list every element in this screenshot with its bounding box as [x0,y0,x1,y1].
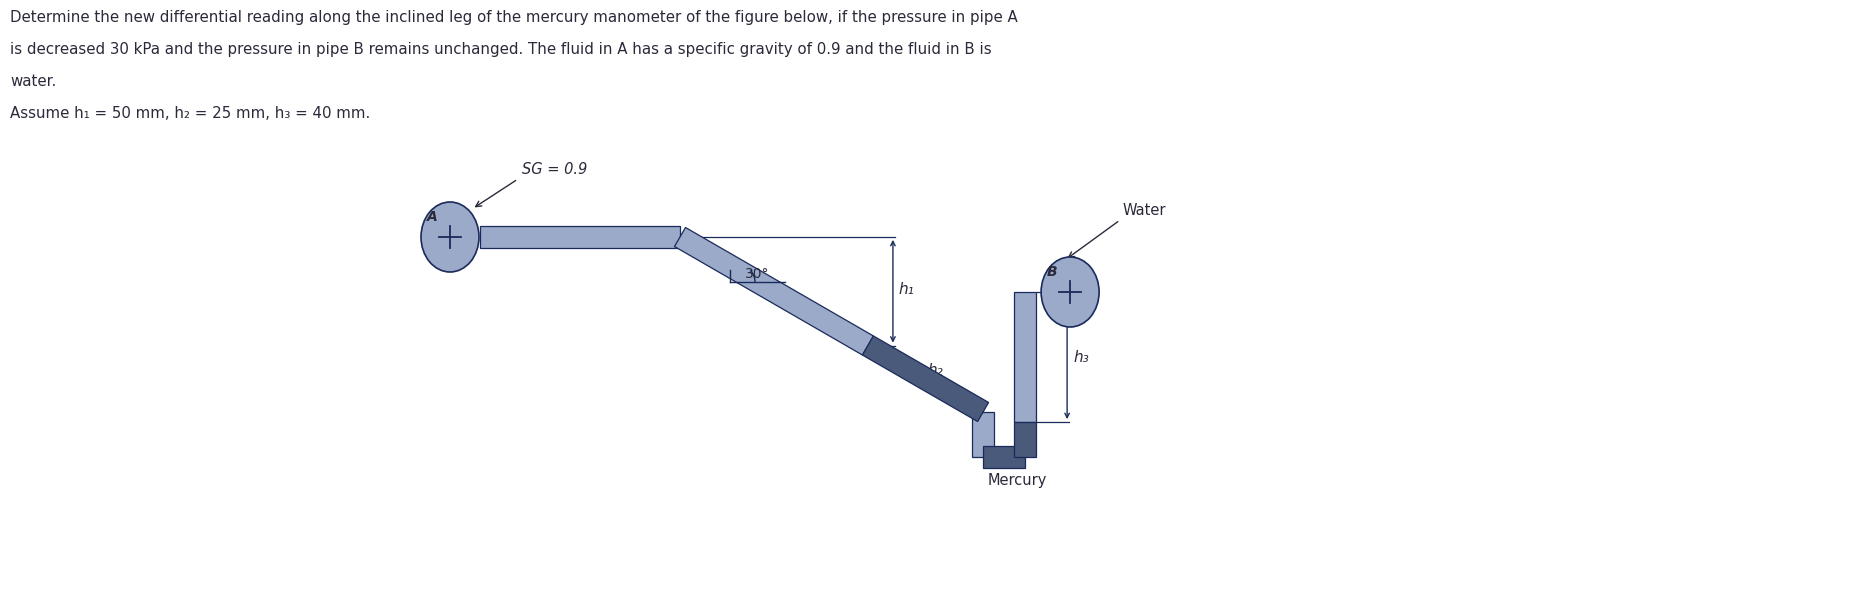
Polygon shape [972,412,994,457]
Text: h₂: h₂ [928,363,942,378]
Text: B: B [1046,265,1057,279]
Text: Water: Water [1122,203,1165,218]
Polygon shape [1013,422,1035,457]
Text: A: A [427,210,438,224]
Polygon shape [480,226,679,248]
Polygon shape [1013,292,1035,422]
Polygon shape [983,446,1024,468]
Text: h₁: h₁ [898,282,915,297]
Text: water.: water. [9,74,56,89]
Text: SG = 0.9: SG = 0.9 [521,162,586,177]
Text: h₃: h₃ [1072,349,1089,365]
Text: is decreased 30 kPa and the pressure in pipe B remains unchanged. The fluid in A: is decreased 30 kPa and the pressure in … [9,42,991,57]
Polygon shape [673,227,874,355]
Text: 30°: 30° [744,267,770,281]
Ellipse shape [421,202,479,272]
Text: Assume h₁ = 50 mm, h₂ = 25 mm, h₃ = 40 mm.: Assume h₁ = 50 mm, h₂ = 25 mm, h₃ = 40 m… [9,106,369,121]
Text: Determine the new differential reading along the inclined leg of the mercury man: Determine the new differential reading a… [9,10,1017,25]
Polygon shape [863,336,989,422]
Ellipse shape [1041,257,1098,327]
Text: Mercury: Mercury [987,473,1046,488]
